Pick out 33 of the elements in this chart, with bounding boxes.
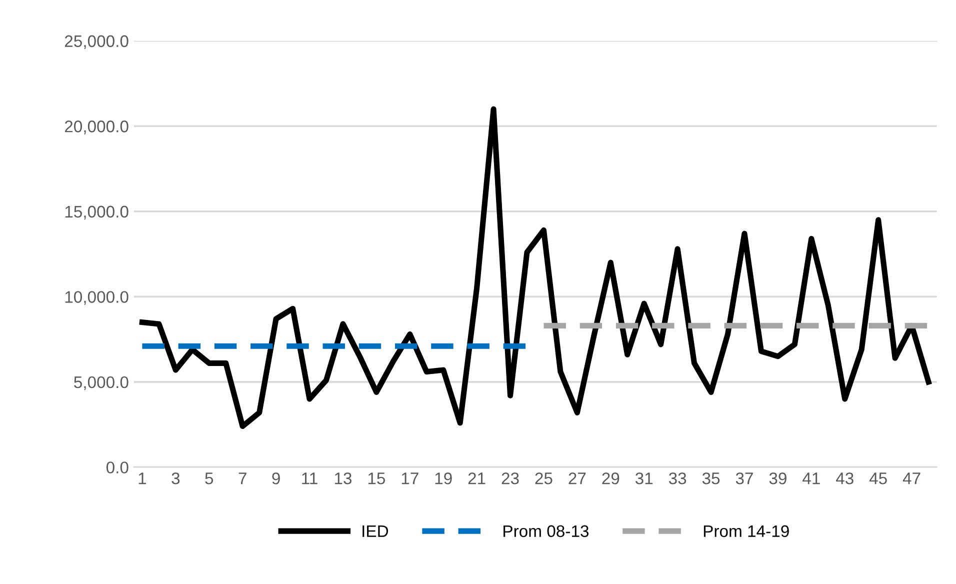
- y-tick-label: 5,000.0: [74, 376, 128, 390]
- x-tick-label: 27: [568, 472, 586, 484]
- legend-label: Prom 08-13: [504, 525, 589, 538]
- x-tick-label: 29: [602, 472, 620, 484]
- x-tick-label: 17: [402, 472, 418, 484]
- x-tick-label: 9: [272, 472, 280, 484]
- x-tick-label: 47: [902, 472, 920, 484]
- x-tick-label: 7: [238, 472, 246, 484]
- x-tick-label: 19: [435, 472, 452, 484]
- y-tick-label: 10,000.0: [65, 291, 128, 305]
- x-tick-label: 23: [502, 472, 519, 484]
- x-tick-label: 21: [468, 472, 486, 484]
- x-tick-label: 35: [702, 472, 720, 484]
- y-tick-label: 20,000.0: [64, 120, 128, 134]
- x-tick-label: 37: [736, 472, 753, 484]
- x-tick-label: 41: [802, 472, 820, 484]
- legend-label: IED: [362, 525, 388, 537]
- x-tick-label: 13: [334, 472, 352, 484]
- y-tick-label: 15,000.0: [65, 206, 128, 220]
- y-tick-label: 0.0: [106, 462, 128, 474]
- y-tick-label: 25,000.0: [64, 35, 128, 50]
- x-tick-label: 15: [368, 472, 385, 484]
- x-tick-label: 3: [172, 472, 180, 484]
- x-tick-label: 5: [205, 472, 214, 484]
- x-tick-label: 11: [302, 472, 318, 484]
- x-tick-label: 43: [836, 472, 854, 484]
- x-tick-label: 45: [869, 472, 887, 484]
- x-tick-label: 25: [535, 472, 552, 484]
- x-tick-label: 1: [138, 472, 146, 484]
- x-tick-label: 33: [668, 472, 686, 484]
- x-tick-label: 39: [769, 472, 786, 484]
- x-tick-label: 31: [635, 472, 653, 484]
- legend-label: Prom 14-19: [704, 525, 789, 538]
